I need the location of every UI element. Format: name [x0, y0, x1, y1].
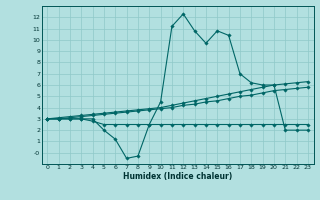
X-axis label: Humidex (Indice chaleur): Humidex (Indice chaleur) — [123, 172, 232, 181]
